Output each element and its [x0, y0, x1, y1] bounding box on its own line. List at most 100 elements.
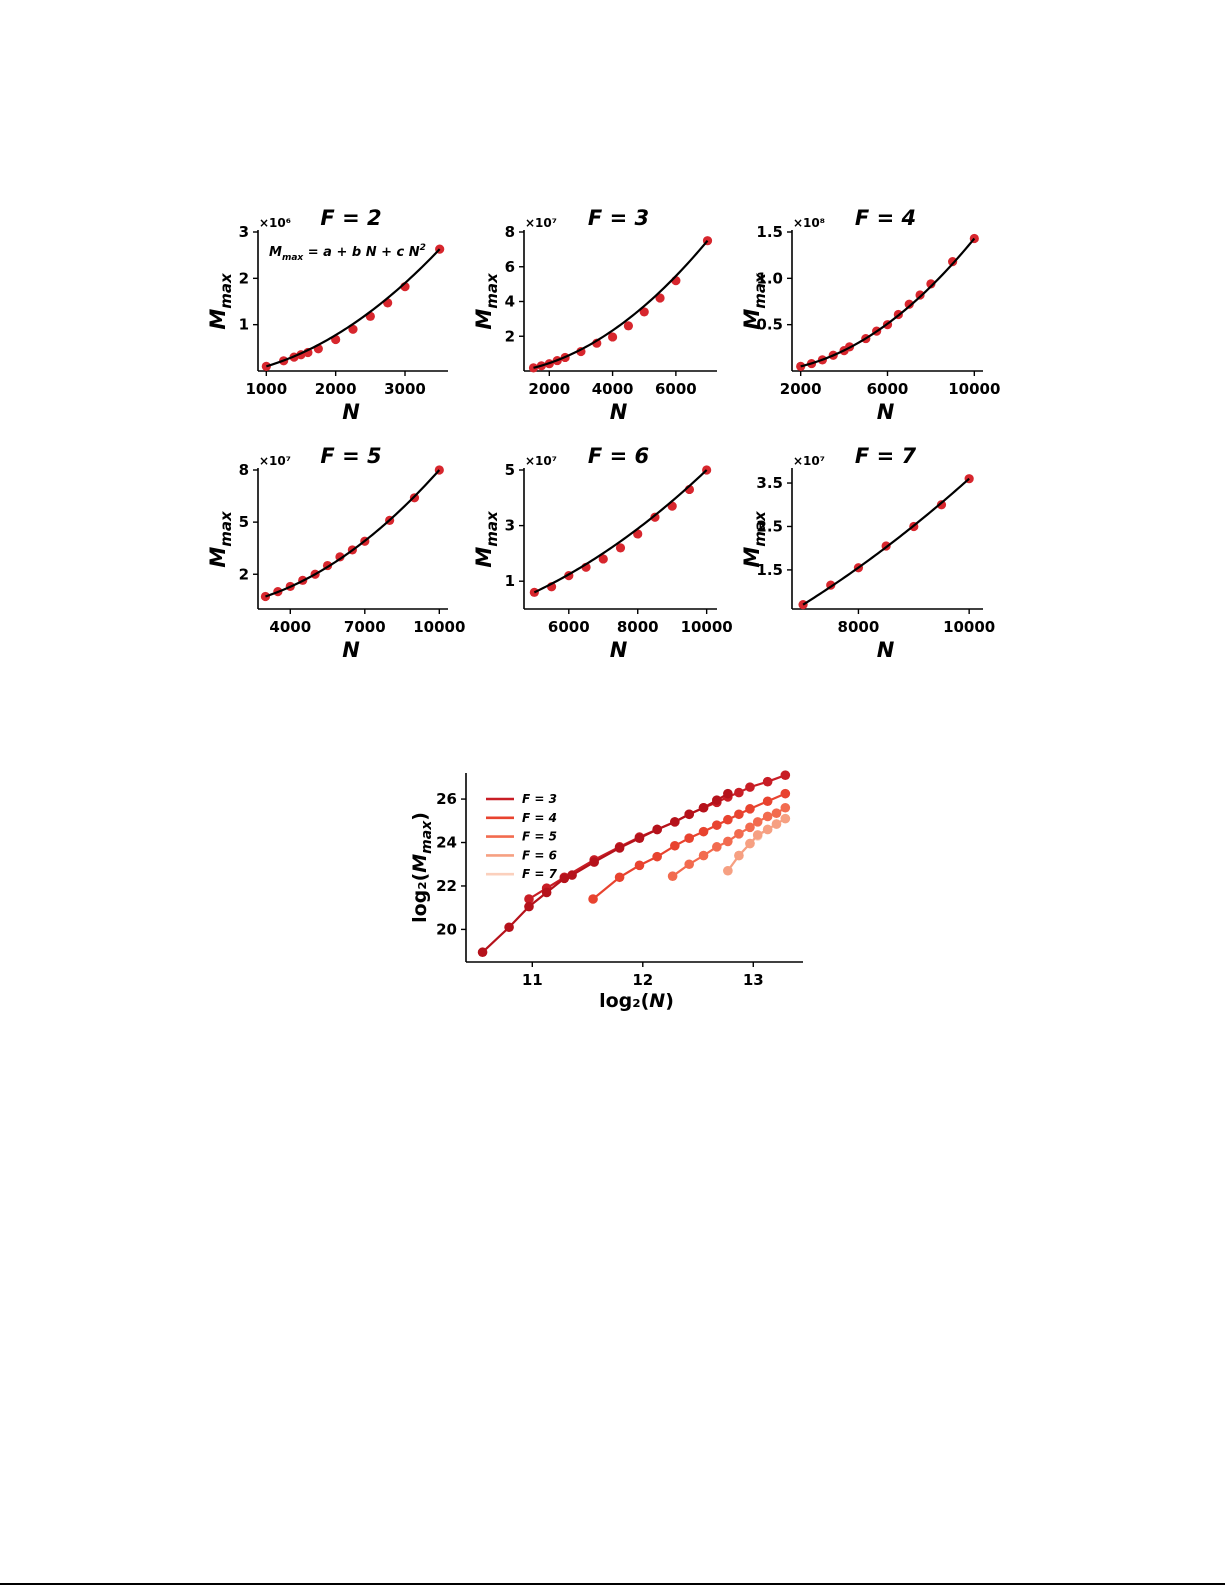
series-point	[524, 901, 534, 912]
series-point	[670, 817, 680, 827]
series-point	[477, 947, 488, 958]
series-point	[589, 857, 599, 867]
series-point	[559, 873, 570, 884]
series-point	[634, 860, 645, 871]
series-point	[567, 870, 577, 880]
x-tick-label: 10000	[413, 618, 465, 636]
y-tick-label: 1.5	[756, 223, 783, 241]
y-tick-label: 1.5	[756, 561, 783, 579]
data-point	[529, 587, 539, 597]
x-axis-label: N	[877, 400, 895, 424]
y-tick-label: 24	[436, 834, 457, 852]
y-axis-label-main: M	[206, 547, 230, 568]
series-F4	[588, 788, 791, 904]
y-axis-label-main: M	[472, 309, 496, 330]
x-tick-label: 8000	[838, 618, 880, 636]
y-multiplier: ×10⁷	[259, 454, 291, 468]
legend: F = 3 F = 4 F = 5 F = 6 F = 7	[486, 792, 558, 881]
y-axis-label-sub: max	[483, 510, 501, 547]
series-point	[652, 824, 662, 835]
y-tick-label: 3.5	[756, 474, 783, 492]
fit-formula-part-1: max	[282, 253, 304, 263]
series-F3	[524, 770, 791, 904]
y-tick-label: 1	[239, 316, 249, 334]
panel-title: F = 4	[855, 206, 916, 230]
y-tick-label: 1	[505, 572, 515, 590]
data-point	[904, 299, 914, 309]
y-tick-label: 0.5	[756, 316, 783, 334]
y-axis-label-sub: max	[751, 272, 769, 309]
series-point	[734, 787, 744, 798]
series-point	[684, 833, 694, 843]
y-axis-label: log₂(Mmax)	[409, 812, 435, 923]
series-point	[771, 808, 782, 818]
x-tick-label: 8000	[617, 618, 659, 636]
series-point	[745, 822, 755, 833]
data-point	[915, 290, 925, 300]
series-point	[734, 809, 744, 820]
x-axis-label-part-0: log₂(	[599, 990, 649, 1012]
series-point	[670, 840, 680, 851]
y-tick-label: 8	[239, 461, 249, 479]
fit-curve	[265, 469, 441, 598]
series-point	[780, 770, 791, 780]
series-point	[723, 865, 733, 876]
series-point	[734, 829, 744, 839]
series-point	[723, 788, 733, 799]
x-axis-label: N	[342, 638, 360, 662]
y-axis-label-sub: max	[217, 272, 235, 309]
y-axis-label-main: M	[740, 309, 764, 330]
fit-formula-part-2: = a + b N + c N	[303, 245, 420, 260]
y-axis-label-sub: max	[483, 272, 501, 309]
y-axis-label: Mmax	[206, 272, 235, 330]
x-tick-label: 6000	[548, 618, 590, 636]
y-axis-label: Mmax	[740, 272, 769, 330]
fit-curve	[800, 237, 976, 368]
series-point	[684, 809, 694, 820]
x-tick-label: 10000	[681, 618, 733, 636]
y-tick-label: 20	[436, 920, 457, 938]
x-tick-label: 11	[522, 971, 543, 989]
y-multiplier: ×10⁸	[793, 216, 825, 230]
page-bottom-rule	[0, 1583, 1225, 1585]
data-point	[615, 543, 626, 553]
series-point	[684, 859, 694, 870]
series-point	[712, 795, 722, 805]
y-axis-label-sub: max	[217, 510, 235, 547]
y-multiplier: ×10⁷	[525, 454, 557, 468]
series-point	[614, 872, 625, 883]
fit-formula: Mmax = a + b N + c N2	[269, 243, 426, 263]
series-point	[752, 830, 763, 840]
series-point	[762, 796, 773, 807]
y-tick-label: 2	[239, 565, 249, 583]
y-multiplier: ×10⁷	[525, 216, 557, 230]
x-tick-label: 1000	[245, 380, 287, 398]
x-tick-label: 7000	[344, 618, 386, 636]
fit-curve	[802, 477, 970, 606]
series-point	[614, 843, 625, 853]
data-point	[655, 293, 665, 303]
series-point	[780, 788, 791, 799]
fit-curve	[533, 239, 709, 369]
y-axis-label: Mmax	[740, 510, 769, 568]
x-tick-label: 2000	[528, 380, 570, 398]
y-tick-label: 1.0	[756, 269, 783, 287]
series-point	[652, 851, 662, 862]
series-point	[780, 802, 791, 813]
fit-formula-part-0: M	[269, 245, 282, 260]
x-tick-label: 13	[743, 971, 764, 989]
series-point	[524, 894, 534, 904]
series-point	[762, 776, 773, 787]
y-axis-label-part-0: log₂(	[409, 873, 431, 923]
y-axis-label-part-2: max	[419, 820, 435, 854]
panel-title: F = 5	[320, 444, 381, 468]
x-axis-label: N	[610, 638, 628, 662]
x-tick-label: 3000	[384, 380, 426, 398]
series-point	[667, 871, 678, 881]
data-point	[598, 554, 608, 564]
x-tick-label: 2000	[315, 380, 357, 398]
series-F2	[477, 788, 733, 958]
panel-title: F = 6	[588, 444, 649, 468]
legend-label: F = 4	[522, 811, 557, 825]
